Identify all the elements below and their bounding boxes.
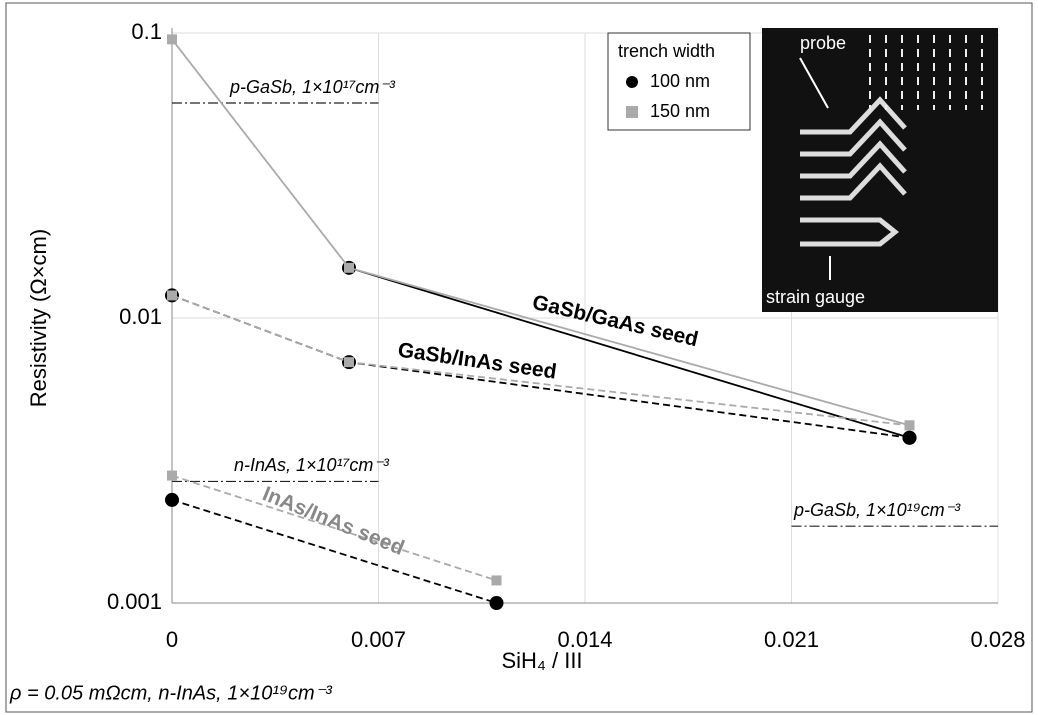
x-tick-label: 0.028 bbox=[970, 627, 1025, 652]
y-axis-label: Resistivity (Ω×cm) bbox=[26, 229, 51, 407]
gauge-shape bbox=[800, 217, 900, 247]
inset-arrow bbox=[799, 57, 829, 109]
footnote: ρ = 0.05 mΩcm, n-InAs, 1×10¹⁹cm⁻³ bbox=[9, 682, 333, 704]
marker bbox=[902, 430, 917, 445]
reference-label: n-InAs, 1×10¹⁷cm⁻³ bbox=[234, 455, 390, 475]
marker bbox=[904, 420, 915, 431]
y-tick-label: 0.001 bbox=[107, 589, 162, 614]
legend-marker bbox=[626, 76, 638, 88]
marker bbox=[167, 470, 177, 481]
probe-shape bbox=[800, 162, 907, 201]
marker bbox=[344, 357, 354, 368]
series-line bbox=[171, 499, 497, 604]
probe-shape bbox=[800, 140, 907, 179]
x-tick-label: 0.014 bbox=[557, 627, 612, 652]
reference-label: p-GaSb, 1×10¹⁷cm⁻³ bbox=[229, 77, 396, 97]
series-line bbox=[348, 266, 910, 439]
marker bbox=[491, 575, 502, 586]
reference-label: p-GaSb, 1×10¹⁹cm⁻³ bbox=[793, 500, 961, 520]
inset-image bbox=[762, 28, 998, 312]
y-tick-label: 0.01 bbox=[119, 304, 162, 329]
legend-marker bbox=[626, 106, 638, 118]
x-tick-label: 0 bbox=[166, 627, 178, 652]
inset-structures bbox=[800, 96, 907, 247]
y-tick-label: 0.1 bbox=[131, 19, 162, 44]
legend-label: 100 nm bbox=[650, 71, 710, 91]
x-tick-label: 0.021 bbox=[764, 627, 819, 652]
x-axis-label: SiH₄ / III bbox=[501, 648, 582, 673]
series-line bbox=[171, 474, 497, 582]
marker bbox=[167, 290, 177, 301]
x-tick-label: 0.007 bbox=[351, 627, 406, 652]
marker bbox=[165, 492, 179, 507]
inset-label: probe bbox=[800, 33, 846, 53]
probe-shape bbox=[800, 118, 907, 157]
marker bbox=[489, 596, 504, 610]
probe-shape bbox=[800, 96, 907, 135]
marker bbox=[167, 34, 177, 45]
legend-title: trench width bbox=[618, 41, 715, 61]
marker bbox=[344, 262, 354, 273]
inset-label: strain gauge bbox=[766, 287, 865, 307]
legend-label: 150 nm bbox=[650, 101, 710, 121]
